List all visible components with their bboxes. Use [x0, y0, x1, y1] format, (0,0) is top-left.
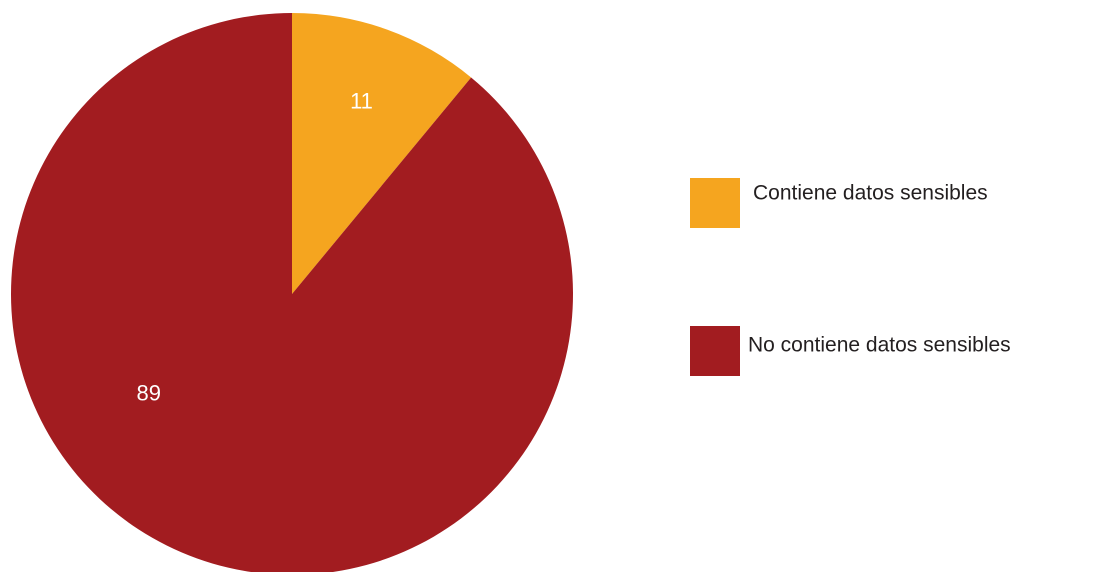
legend-swatch-1: [690, 178, 740, 228]
pie-slices: [11, 13, 573, 572]
pie-data-labels: 11 89: [136, 89, 372, 406]
legend: Contiene datos sensibles No contiene dato…: [690, 178, 1011, 376]
data-label-1: 11: [350, 89, 373, 114]
pie-slice-1: [292, 13, 472, 294]
legend-swatch-2: [690, 326, 740, 376]
legend-label-1: Contiene datos sensibles: [753, 182, 988, 205]
data-label-2: 89: [136, 381, 160, 406]
legend-label-2: No contiene datos sensibles: [748, 334, 1011, 357]
pie-slice-2: [11, 13, 573, 572]
